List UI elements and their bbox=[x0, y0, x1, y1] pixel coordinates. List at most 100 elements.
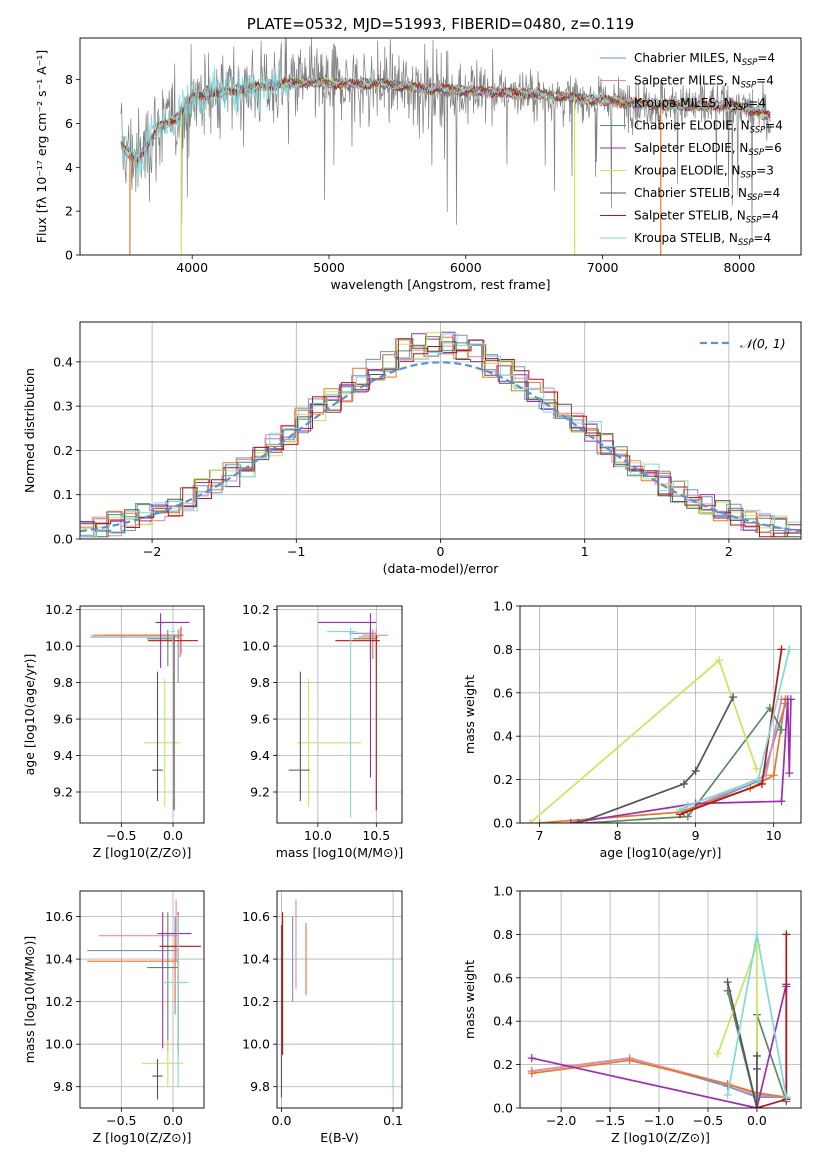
plot-area bbox=[90, 613, 198, 818]
errorbar-kroupa_stelib bbox=[170, 627, 176, 818]
weight-series-chabrier_stelib bbox=[574, 693, 738, 823]
y-tick-label: 0 bbox=[65, 248, 73, 263]
x-tick-label: −1 bbox=[287, 544, 305, 559]
weight-marker bbox=[777, 645, 786, 654]
y-axis-label: age [log10(age/yr)] bbox=[22, 654, 37, 776]
errorbar-kroupa_miles bbox=[92, 627, 184, 658]
x-axis-label: Z [log10(Z/Z⊙)] bbox=[611, 1130, 710, 1145]
axes: −0.5 0.0 9.8 10.0 10.2 10.4 10.6 Z [log10(Z/Z⊙)… bbox=[22, 890, 205, 1145]
weight-marker bbox=[676, 805, 685, 814]
weight-marker bbox=[785, 769, 794, 778]
weight-marker bbox=[527, 1054, 536, 1063]
chart-weight_vs_Z: −2.0 −1.5 −1.0 −0.5 0.0 0.0 0.2 0.4 0.6 0.8 1.0 Z [… bbox=[462, 884, 802, 1145]
weight-marker bbox=[752, 1051, 761, 1060]
x-tick-label: 0.0 bbox=[272, 1113, 292, 1128]
y-tick-label: 6 bbox=[65, 116, 73, 131]
axes-frame bbox=[79, 37, 802, 256]
y-tick-label: 0.0 bbox=[53, 532, 73, 547]
grid bbox=[80, 606, 204, 823]
weight-series-salpeter_miles bbox=[676, 695, 786, 817]
y-tick-label: 10.2 bbox=[45, 602, 73, 617]
axes: 0.0 0.1 9.8 10.0 10.2 10.4 10.6 E(B-V) bbox=[242, 890, 403, 1145]
chart-residuals: −2 −1 0 1 2 0.0 0.1 0.2 0.3 0.4 (data-model)/error… bbox=[22, 321, 802, 576]
y-tick-label: 9.2 bbox=[250, 785, 270, 800]
y-tick-label: 10.0 bbox=[45, 639, 73, 654]
y-tick-label: 1.0 bbox=[493, 599, 513, 614]
x-axis-label: age [log10(age/yr)] bbox=[600, 845, 722, 860]
x-tick-label: −1.0 bbox=[644, 1113, 674, 1128]
y-tick-label: 0.2 bbox=[493, 772, 513, 787]
x-tick-label: 9 bbox=[692, 828, 700, 843]
y-tick-label: 10.2 bbox=[45, 994, 73, 1009]
weight-series-kroupa_stelib bbox=[723, 930, 791, 1102]
plot-area bbox=[526, 645, 795, 823]
errorbar-chabrier_stelib bbox=[288, 671, 310, 802]
legend-label-chabrier_miles: Chabrier MILES, NSSP=4 bbox=[634, 51, 775, 68]
y-tick-label: 10.6 bbox=[242, 909, 270, 924]
axes: −0.5 0.0 9.2 9.4 9.6 9.8 10.0 10.2 Z [log10(Z/Z⊙… bbox=[22, 602, 205, 860]
x-tick-label: 7 bbox=[536, 828, 544, 843]
axes: 4000 5000 6000 7000 8000 0 2 4 6 8 wavelength [Ang… bbox=[34, 15, 802, 292]
x-tick-label: −0.5 bbox=[106, 828, 136, 843]
y-tick-label: 9.8 bbox=[53, 1079, 73, 1094]
weight-marker bbox=[679, 779, 688, 788]
x-tick-label: 1 bbox=[581, 544, 589, 559]
weight-marker bbox=[691, 766, 700, 775]
weight-series-kroupa_stelib bbox=[676, 645, 794, 814]
y-axis-label: mass weight bbox=[462, 960, 477, 1039]
weight-series-salpeter_stelib bbox=[676, 645, 786, 819]
x-tick-label: 10.5 bbox=[362, 828, 390, 843]
y-tick-label: 1.0 bbox=[493, 884, 513, 899]
weight-marker bbox=[752, 764, 761, 773]
legend-label-kroupa_miles: Kroupa MILES, NSSP=4 bbox=[634, 96, 766, 113]
axes-frame bbox=[519, 890, 802, 1109]
weight-line bbox=[679, 649, 791, 811]
x-tick-label: 0.0 bbox=[163, 828, 183, 843]
x-tick-label: 10.0 bbox=[304, 828, 332, 843]
legend-label-salpeter_stelib: Salpeter STELIB, NSSP=4 bbox=[634, 209, 779, 226]
legend: 𝒩(0, 1) bbox=[700, 336, 786, 351]
axes-frame bbox=[519, 605, 802, 824]
weight-marker bbox=[574, 819, 583, 823]
weight-line bbox=[570, 699, 792, 823]
y-axis-label: Flux [fλ 10⁻¹⁷ erg cm⁻² s⁻¹ A⁻¹] bbox=[34, 50, 49, 243]
legend-label-chabrier_stelib: Chabrier STELIB, NSSP=4 bbox=[634, 186, 780, 203]
weight-line bbox=[539, 699, 787, 823]
weight-marker bbox=[683, 801, 692, 810]
y-tick-label: 9.4 bbox=[250, 748, 270, 763]
x-tick-label: 0.0 bbox=[163, 1113, 183, 1128]
y-tick-label: 0.2 bbox=[53, 443, 73, 458]
x-tick-label: 0.0 bbox=[747, 1113, 767, 1128]
errorbar-chabrier_miles bbox=[87, 916, 178, 1015]
y-tick-label: 0.4 bbox=[493, 1014, 513, 1029]
y-tick-label: 10.0 bbox=[45, 1037, 73, 1052]
weight-marker bbox=[729, 693, 738, 702]
errorbar-salpeter_miles bbox=[98, 899, 179, 962]
y-tick-label: 0.4 bbox=[53, 354, 73, 369]
errorbar-salpeter_elodie bbox=[317, 613, 377, 778]
plot-area bbox=[280, 899, 394, 1098]
residual-histogram-kroupa_elodie bbox=[80, 331, 801, 529]
chart-mass_vs_ebv: 0.0 0.1 9.8 10.0 10.2 10.4 10.6 E(B-V) bbox=[242, 890, 403, 1145]
errorbar-salpeter_miles bbox=[103, 626, 184, 654]
legend-label-gaussian: 𝒩(0, 1) bbox=[740, 336, 786, 351]
x-tick-label: −2 bbox=[143, 544, 161, 559]
x-tick-label: −0.5 bbox=[693, 1113, 723, 1128]
x-tick-label: −2.0 bbox=[546, 1113, 576, 1128]
weight-marker bbox=[526, 819, 535, 823]
plot-area bbox=[288, 613, 388, 818]
y-tick-label: 0.0 bbox=[493, 816, 513, 831]
y-tick-label: 4 bbox=[65, 160, 73, 175]
weight-marker bbox=[757, 779, 766, 788]
weight-marker bbox=[777, 725, 786, 734]
grid bbox=[520, 890, 801, 1109]
x-tick-label: 6000 bbox=[450, 260, 482, 275]
x-axis-label: mass [log10(M/M⊙)] bbox=[276, 845, 404, 860]
x-tick-label: 0 bbox=[437, 544, 445, 559]
y-tick-label: 0.6 bbox=[493, 970, 513, 985]
x-tick-label: −0.5 bbox=[106, 1113, 136, 1128]
plot-area bbox=[527, 930, 791, 1108]
y-tick-label: 0.2 bbox=[493, 1057, 513, 1072]
weight-marker bbox=[786, 695, 795, 704]
legend-label-salpeter_elodie: Salpeter ELODIE, NSSP=6 bbox=[634, 141, 782, 158]
